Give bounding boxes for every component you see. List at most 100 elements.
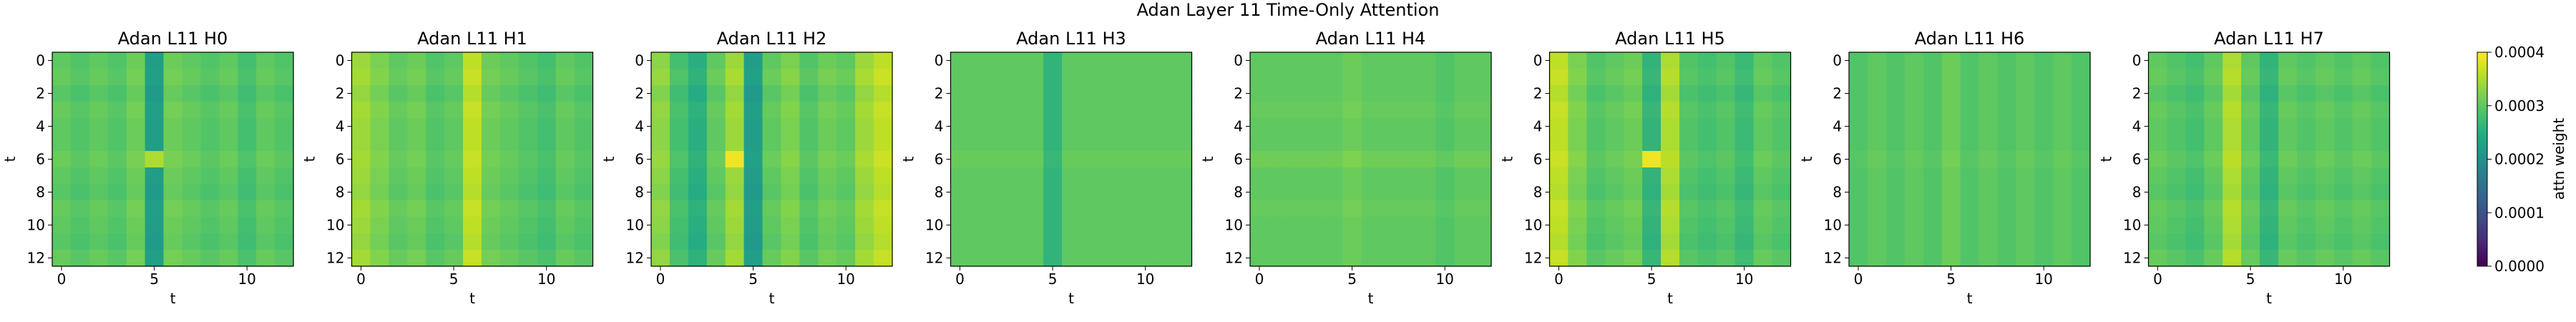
heatmap-cell xyxy=(1454,250,1473,267)
heatmap-cell xyxy=(2333,52,2353,69)
heatmap-cell xyxy=(2223,250,2242,267)
heatmap-cell xyxy=(1250,151,1269,168)
heatmap-cell xyxy=(1679,52,1699,69)
heatmap-cell xyxy=(1043,250,1063,267)
heatmap-cell xyxy=(2034,118,2054,135)
heatmap-cell xyxy=(669,200,689,218)
heatmap-cell xyxy=(651,184,670,201)
heatmap-cell xyxy=(1006,217,1025,234)
heatmap-cell xyxy=(1624,151,1643,168)
heatmap-cell xyxy=(1941,102,1961,119)
heatmap-cell xyxy=(2053,69,2072,86)
heatmap-cell xyxy=(1605,167,1624,185)
heatmap-cell xyxy=(2034,184,2054,201)
heatmap-cell xyxy=(855,167,874,185)
heatmap-cell xyxy=(1586,52,1606,69)
heatmap-cell xyxy=(1661,250,1680,267)
heatmap-cell xyxy=(1117,167,1137,185)
heatmap-cell xyxy=(1642,135,1662,152)
heatmap-cell xyxy=(1342,184,1362,201)
heatmap-cell xyxy=(463,184,482,201)
heatmap-cell xyxy=(743,102,763,119)
y-tick-label: 6 xyxy=(635,151,644,168)
x-axis-label: t xyxy=(1967,290,1973,307)
y-tick-label: 6 xyxy=(336,151,345,168)
heatmap-cell xyxy=(1624,184,1643,201)
heatmap-cell xyxy=(145,233,165,250)
heatmap-cell xyxy=(89,250,109,267)
heatmap-cell xyxy=(463,69,482,86)
heatmap-cell xyxy=(2278,151,2298,168)
heatmap-cell xyxy=(1960,118,1980,135)
x-tick-label: 5 xyxy=(449,270,459,288)
heatmap-cell xyxy=(426,200,445,218)
heatmap-cell xyxy=(1136,167,1156,185)
y-tick-label: 4 xyxy=(2132,118,2142,135)
heatmap-cell xyxy=(1586,151,1606,168)
heatmap-cell xyxy=(1098,233,1118,250)
heatmap-cell xyxy=(219,118,238,135)
heatmap-cell xyxy=(1624,69,1643,86)
heatmap-cell xyxy=(836,135,856,152)
y-tick-label: 12 xyxy=(27,250,45,267)
heatmap-cell xyxy=(2204,184,2223,201)
heatmap-cell xyxy=(107,184,127,201)
heatmap-cell xyxy=(1772,200,1792,218)
heatmap-cell xyxy=(1062,200,1081,218)
heatmap-cell xyxy=(2072,118,2091,135)
heatmap-cell xyxy=(651,118,670,135)
heatmap-cell xyxy=(2296,250,2316,267)
heatmap-cell xyxy=(2053,102,2072,119)
heatmap-cell xyxy=(1268,217,1288,234)
heatmap-cell xyxy=(2016,151,2035,168)
heatmap-cell xyxy=(1043,233,1063,250)
heatmap-cell xyxy=(107,167,127,185)
heatmap-cell xyxy=(987,250,1007,267)
heatmap-cell xyxy=(463,167,482,185)
heatmap-cell xyxy=(481,200,501,218)
heatmap-cell xyxy=(1098,102,1118,119)
heatmap-cell xyxy=(2167,233,2186,250)
heatmap-cell xyxy=(537,135,557,152)
heatmap-cell xyxy=(1997,52,2016,69)
heatmap-cell xyxy=(2167,167,2186,185)
heatmap-cell xyxy=(555,118,575,135)
heatmap-cell xyxy=(2167,135,2186,152)
heatmap-cell xyxy=(351,102,371,119)
heatmap-cell xyxy=(1735,69,1755,86)
heatmap-cell xyxy=(987,167,1007,185)
heatmap-cell xyxy=(1268,135,1288,152)
heatmap-cell xyxy=(2223,217,2242,234)
heatmap-cell xyxy=(2260,151,2279,168)
heatmap-cell xyxy=(481,217,501,234)
heatmap-cell xyxy=(1605,151,1624,168)
heatmap-cell xyxy=(426,233,445,250)
heatmap-cell xyxy=(743,118,763,135)
heatmap-cell xyxy=(1979,118,1998,135)
heatmap-cell xyxy=(836,200,856,218)
heatmap-cell xyxy=(555,184,575,201)
heatmap-cell xyxy=(163,118,183,135)
heatmap-cell xyxy=(163,102,183,119)
heatmap-cell xyxy=(1605,102,1624,119)
heatmap-cell xyxy=(481,135,501,152)
heatmap-cell xyxy=(1624,135,1643,152)
heatmap-cell xyxy=(463,217,482,234)
heatmap-cell xyxy=(389,118,408,135)
heatmap-cell xyxy=(1398,184,1418,201)
heatmap-cell xyxy=(1661,69,1680,86)
heatmap-cell xyxy=(407,217,426,234)
heatmap-cell xyxy=(52,102,72,119)
heatmap-cell xyxy=(1006,102,1025,119)
heatmap-cell xyxy=(1268,250,1288,267)
heatmap-cell xyxy=(2072,167,2091,185)
heatmap-cell xyxy=(200,135,220,152)
heatmap-cell xyxy=(52,217,72,234)
heatmap-cell xyxy=(2148,250,2168,267)
heatmap-cell xyxy=(1098,250,1118,267)
heatmap-cell xyxy=(1025,102,1044,119)
heatmap-cell xyxy=(1549,250,1569,267)
heatmap-cell xyxy=(1154,167,1174,185)
heatmap-cell xyxy=(836,118,856,135)
heatmap-panel: Adan L11 H0 0 5 10 0 2 4 6 8 10 12 t t xyxy=(1,29,294,307)
